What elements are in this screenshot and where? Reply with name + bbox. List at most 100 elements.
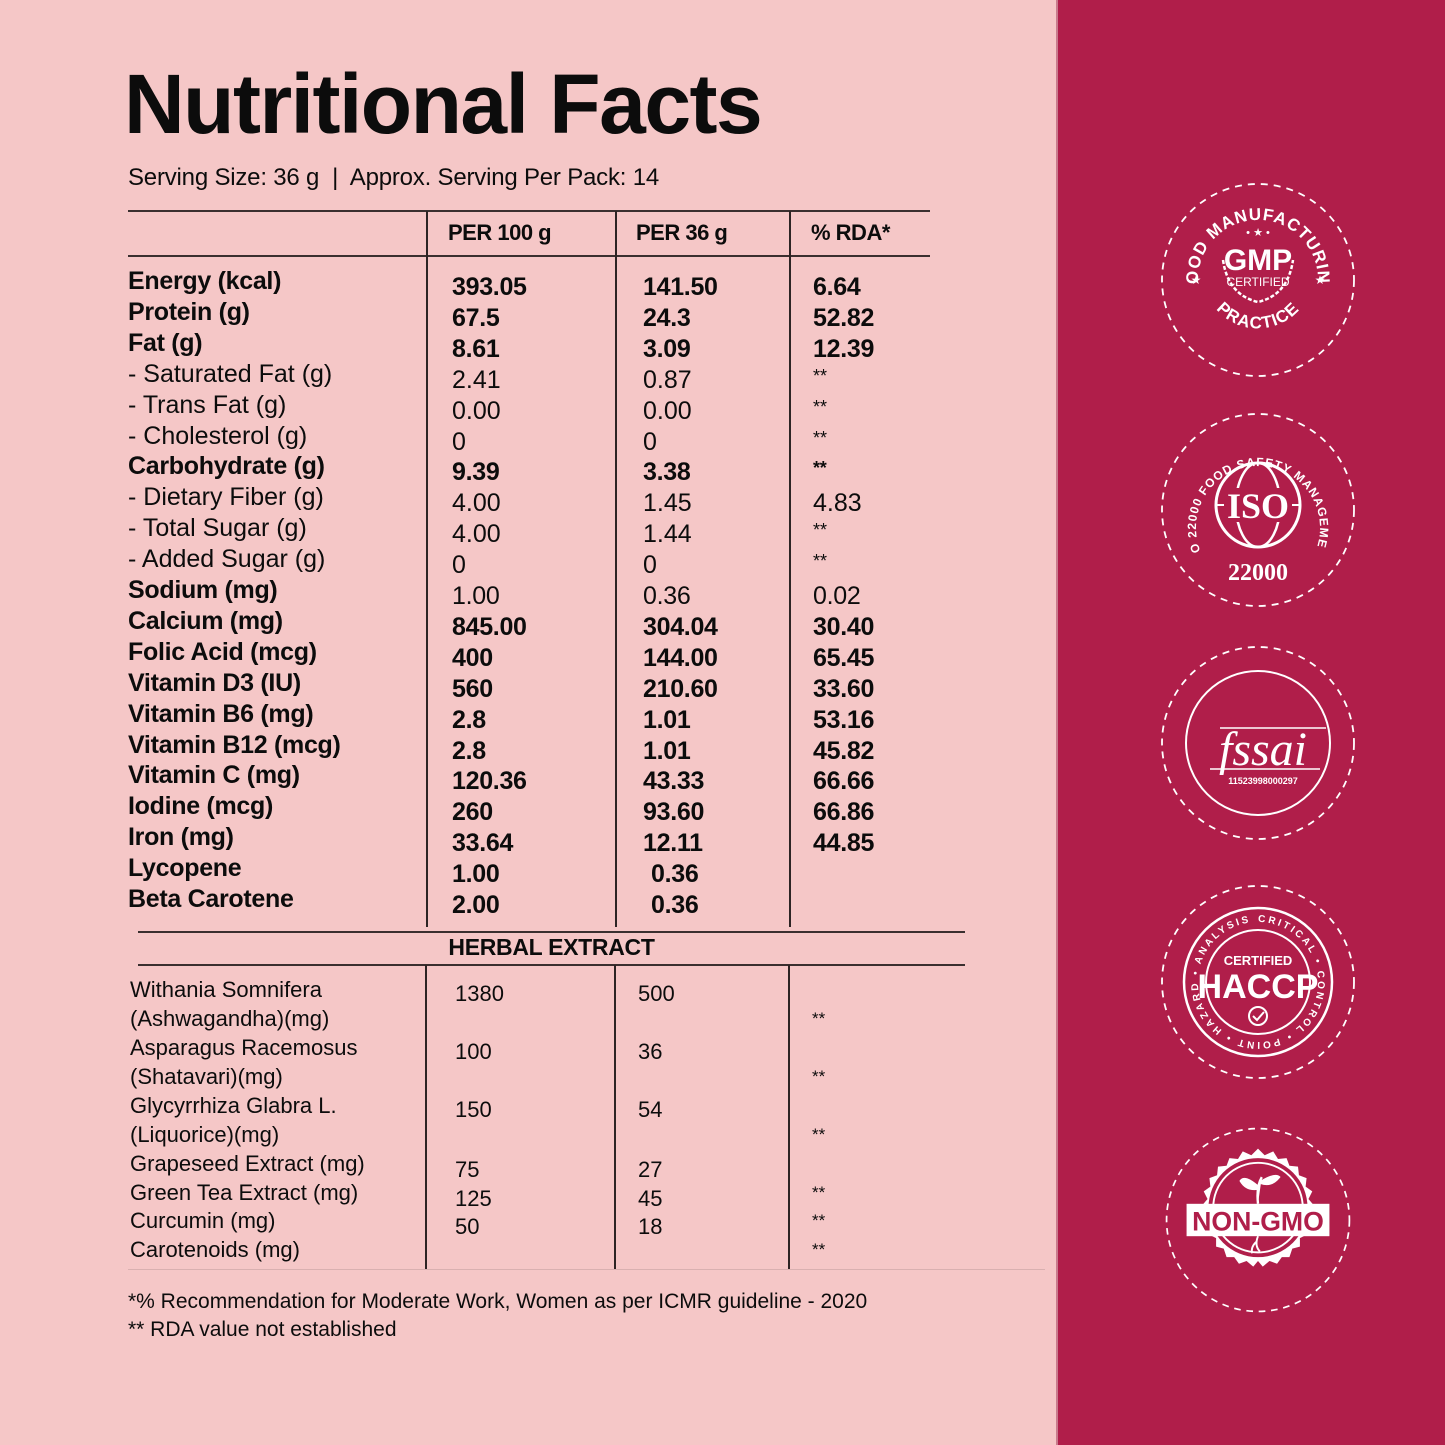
nutrient-name: Vitamin B12 (mcg): [128, 730, 341, 759]
value-per-36g: 93.60: [643, 798, 705, 827]
value-per-36g: 1.01: [643, 736, 691, 765]
herb-name: Carotenoids (mg): [130, 1237, 300, 1262]
herbal-extract-heading: HERBAL EXTRACT: [448, 934, 655, 960]
fssai-badge-icon: fssai 11523998000297: [1158, 643, 1358, 843]
value-rda: **: [813, 458, 827, 479]
value-per-100g: 845.00: [452, 612, 527, 641]
serving-info: Serving Size: 36 g | Approx. Serving Per…: [128, 164, 659, 191]
value-per-100g: 1.00: [452, 860, 500, 889]
table-row: Vitamin B6 (mg) 2.8 1.01 53.16: [0, 699, 1056, 734]
herb-name-latin: (Shatavari)(mg): [130, 1064, 283, 1089]
svg-text:ISO 22000 FOOD SAFETY MANAGEME: ISO 22000 FOOD SAFETY MANAGEMENT: [1158, 410, 1331, 555]
table-row: Sodium (mg) 1.00 0.36 0.02: [0, 575, 1056, 610]
herb-value-per-100g: 75: [455, 1157, 480, 1182]
table-top-border: [128, 210, 930, 212]
nutrition-panel: [0, 0, 1056, 1445]
herbal-top-border: [138, 931, 965, 933]
herbal-bottom-border: [128, 1269, 1045, 1270]
value-per-36g: 1.45: [643, 489, 692, 518]
value-per-100g: 560: [452, 674, 493, 703]
value-per-100g: 260: [452, 798, 493, 827]
page-title: Nutritional Facts: [124, 57, 763, 151]
value-per-36g: 1.44: [643, 520, 692, 549]
herb-value-rda: **: [812, 1009, 826, 1028]
herb-value-per-36g: 36: [638, 1039, 663, 1064]
value-per-100g: 67.5: [452, 303, 500, 332]
value-per-36g: 304.04: [643, 612, 718, 641]
value-per-36g: 0.00: [643, 396, 692, 425]
value-per-100g: 4.00: [452, 520, 501, 549]
table-row: Fat (g) 8.61 3.09 12.39: [0, 328, 1056, 363]
value-per-100g: 0.00: [452, 396, 501, 425]
herb-name: Grapeseed Extract (mg): [130, 1151, 365, 1176]
column-divider: [615, 211, 617, 927]
herb-value-rda: **: [812, 1183, 826, 1202]
herb-value-per-36g: 45: [638, 1186, 663, 1211]
table-header-bottom-border: [128, 255, 930, 257]
haccp-certified-badge-icon: CRITICAL • CONTROL • POINT • HAZARD • AN…: [1158, 882, 1358, 1082]
nutrient-name: Iodine (mcg): [128, 792, 274, 821]
value-per-36g: 12.11: [643, 829, 703, 858]
table-row: - Cholesterol (g) 0 0 **: [0, 421, 1056, 456]
value-per-36g: 3.09: [643, 334, 691, 363]
nutrient-name: Vitamin C (mg): [128, 761, 300, 790]
herb-value-rda: **: [812, 1240, 826, 1259]
svg-text:PRACTICE: PRACTICE: [1213, 298, 1303, 332]
table-row: - Saturated Fat (g) 2.41 0.87 **: [0, 359, 1056, 394]
nutrient-name: Sodium (mg): [128, 576, 278, 604]
value-rda: 30.40: [813, 612, 875, 641]
value-per-36g: 0.87: [643, 365, 692, 394]
value-per-36g: 1.01: [643, 705, 691, 734]
nutrient-name: Iron (mg): [128, 823, 234, 852]
non-gmo-badge-icon: NON-GMO: [1158, 1120, 1358, 1320]
value-per-36g: 141.50: [643, 273, 718, 301]
column-divider: [426, 211, 428, 927]
svg-text:★: ★: [1191, 273, 1202, 287]
herb-value-per-100g: 100: [455, 1039, 492, 1064]
herb-name: Asparagus Racemosus: [130, 1035, 358, 1060]
value-per-100g: 120.36: [452, 767, 527, 796]
value-rda: 66.66: [813, 767, 875, 796]
herb-value-rda: **: [812, 1125, 826, 1144]
nutrient-name: - Cholesterol (g): [128, 421, 308, 450]
value-per-100g: 2.8: [452, 705, 486, 734]
nutrient-name: Vitamin B6 (mg): [128, 699, 314, 728]
table-row: Vitamin B12 (mcg) 2.8 1.01 45.82: [0, 730, 1056, 765]
value-rda: **: [813, 427, 828, 448]
value-rda: **: [813, 520, 828, 541]
value-per-100g: 0: [452, 427, 466, 456]
herb-value-per-36g: 18: [638, 1214, 663, 1239]
value-rda: 12.39: [813, 334, 875, 363]
herb-value-per-36g: 500: [638, 981, 675, 1006]
value-rda: 66.86: [813, 798, 875, 827]
herb-name-latin: (Ashwagandha)(mg): [130, 1006, 330, 1031]
nutrient-name: Energy (kcal): [128, 267, 282, 295]
value-per-100g: 2.00: [452, 891, 500, 919]
value-rda: **: [813, 396, 828, 417]
svg-text:11523998000297: 11523998000297: [1228, 776, 1298, 786]
value-per-100g: 0: [452, 551, 466, 580]
table-row: - Dietary Fiber (g) 4.00 1.45 4.83: [0, 482, 1056, 517]
column-divider: [425, 965, 427, 1269]
value-per-100g: 2.8: [452, 736, 486, 765]
nutrient-name: Carbohydrate (g): [128, 452, 325, 481]
value-per-100g: 8.61: [452, 334, 500, 363]
table-row: Carbohydrate (g) 9.39 3.38 **: [0, 451, 1056, 486]
table-row: Protein (g) 67.5 24.3 52.82: [0, 297, 1056, 332]
herb-value-per-36g: 27: [638, 1157, 663, 1182]
column-header-per100: PER 100 g: [448, 220, 552, 245]
value-rda: 6.64: [813, 273, 861, 301]
table-row: - Total Sugar (g) 4.00 1.44 **: [0, 513, 1056, 548]
nutrient-name: - Total Sugar (g): [128, 514, 307, 543]
value-per-100g: 400: [452, 643, 493, 672]
column-divider: [614, 965, 616, 1269]
value-per-36g: 0: [643, 427, 657, 456]
herb-value-per-100g: 150: [455, 1097, 492, 1122]
footnote-rda: *% Recommendation for Moderate Work, Wom…: [128, 1290, 868, 1313]
herb-name: Withania Somnifera: [130, 977, 322, 1002]
nutrient-name: Calcium (mg): [128, 606, 283, 635]
value-per-36g: 3.38: [643, 458, 691, 487]
svg-text:22000: 22000: [1228, 560, 1288, 586]
herb-value-per-100g: 1380: [455, 981, 504, 1006]
table-row: Iodine (mcg) 260 93.60 66.86: [0, 791, 1056, 826]
